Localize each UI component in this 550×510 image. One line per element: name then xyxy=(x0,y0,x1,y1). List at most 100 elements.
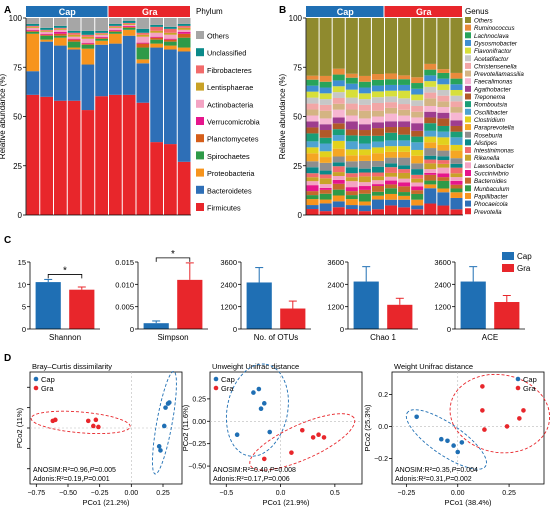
bar-segment xyxy=(67,41,81,48)
plot-frame xyxy=(391,371,545,485)
bar-segment xyxy=(122,20,136,23)
point-gra xyxy=(91,423,96,429)
legend-swatch xyxy=(196,48,204,57)
bar-segment xyxy=(437,84,450,90)
group-header-cap xyxy=(26,6,108,17)
bar-segment xyxy=(319,193,332,200)
bar-segment xyxy=(424,188,437,204)
bar-segment xyxy=(437,160,450,164)
legend-swatch xyxy=(465,170,471,176)
bar-segment xyxy=(177,51,191,162)
bar-segment xyxy=(54,25,67,28)
bar-segment xyxy=(411,111,424,118)
bar-segment xyxy=(358,110,371,119)
legend-swatch xyxy=(196,82,204,91)
bar-segment xyxy=(450,107,463,113)
point-cap xyxy=(414,414,419,420)
bar-segment xyxy=(411,169,424,175)
bar-segment xyxy=(164,26,177,29)
x-axis-label: No. of OTUs xyxy=(254,333,298,342)
bar-segment xyxy=(411,123,424,131)
bar-segment xyxy=(164,28,177,33)
bar-segment xyxy=(450,177,463,181)
legend-swatch xyxy=(465,147,471,154)
bar-segment xyxy=(95,40,108,45)
x-tick-label: −0.75 xyxy=(27,490,45,497)
bar-segment xyxy=(306,199,319,206)
bar-segment xyxy=(319,170,332,175)
bar-segment xyxy=(424,159,437,164)
bar-segment xyxy=(371,79,384,86)
legend-swatch xyxy=(196,134,204,143)
bar-segment xyxy=(109,27,122,30)
bar-segment xyxy=(358,124,371,131)
bar-segment xyxy=(345,129,358,136)
bar-segment xyxy=(26,71,40,95)
bar-segment xyxy=(450,144,463,151)
bar-segment xyxy=(306,91,319,98)
bar-segment xyxy=(450,18,463,73)
legend-entry: Firmicutes xyxy=(207,204,241,213)
bar-segment xyxy=(385,180,398,185)
bar-segment xyxy=(450,209,463,215)
bar-segment xyxy=(122,94,136,215)
bar-segment xyxy=(385,205,398,215)
bar-segment xyxy=(67,47,81,50)
bar-segment xyxy=(371,199,384,210)
group-header-gra xyxy=(108,6,190,17)
bar-segment xyxy=(319,178,332,185)
bar-segment xyxy=(411,174,424,179)
plot-frame xyxy=(209,371,363,485)
bar-gra xyxy=(280,308,306,329)
bar-segment xyxy=(81,43,95,45)
legend-swatch xyxy=(465,85,471,92)
y-tick-label: 1200 xyxy=(327,303,344,312)
bar-segment xyxy=(450,173,463,178)
alpha-shannon: 0 5 10 15 Shannon * xyxy=(18,258,100,342)
legend-swatch xyxy=(465,47,471,54)
legend-entry: Bacteroides xyxy=(474,178,507,185)
bar-segment xyxy=(150,39,163,44)
bar-segment xyxy=(81,48,95,65)
bar-segment xyxy=(385,188,398,194)
bar-segment xyxy=(177,27,191,30)
bar-segment xyxy=(385,102,398,108)
y-tick-label: 25 xyxy=(293,162,302,171)
y-tick-label: −0.2 xyxy=(374,456,388,463)
bar-segment xyxy=(345,73,358,78)
legend-entry-cap: Cap xyxy=(221,375,235,384)
bar-segment xyxy=(26,33,40,72)
bar-segment xyxy=(424,172,437,175)
bar-segment xyxy=(40,31,53,34)
bar-segment xyxy=(424,163,437,170)
bar-segment xyxy=(358,182,371,187)
x-tick-label: 0.25 xyxy=(156,490,170,497)
bar-segment xyxy=(26,25,40,27)
bar-segment xyxy=(424,130,437,137)
bar-segment xyxy=(411,130,424,137)
y-tick-label: 0.005 xyxy=(115,303,134,312)
bar-segment xyxy=(109,31,122,34)
bar-segment xyxy=(398,90,411,99)
bar-segment xyxy=(450,101,463,108)
bar-segment xyxy=(398,146,411,152)
bar-segment xyxy=(398,98,411,105)
point-cap xyxy=(261,401,267,406)
stat-annotation: Adonis:R²=0.19,P=0.001 xyxy=(33,476,110,483)
bar-segment xyxy=(450,84,463,90)
legend-swatch xyxy=(465,108,471,115)
significance-bracket xyxy=(47,274,83,279)
bar-segment xyxy=(306,181,319,186)
y-tick-label: 10 xyxy=(18,280,26,289)
bar-segment xyxy=(371,166,384,173)
y-tick-label: 3600 xyxy=(434,258,451,267)
group-label-cap: Cap xyxy=(59,7,77,17)
point-cap xyxy=(267,429,273,435)
panel-d-pcoa: Bray–Curtis dissimilarity −0.75 −0.50 −0.25… xyxy=(15,362,550,507)
bar-segment xyxy=(95,34,108,37)
pcoa-d1: Bray–Curtis dissimilarity −0.75 −0.50 −0.25… xyxy=(15,362,183,507)
bar-segment xyxy=(332,148,345,157)
bar-segment xyxy=(371,195,384,200)
alpha-no-of-otus: 0 1200 2400 3600 No. of OTUs xyxy=(220,258,311,342)
legend-entry: Bacteroidetes xyxy=(207,186,252,195)
